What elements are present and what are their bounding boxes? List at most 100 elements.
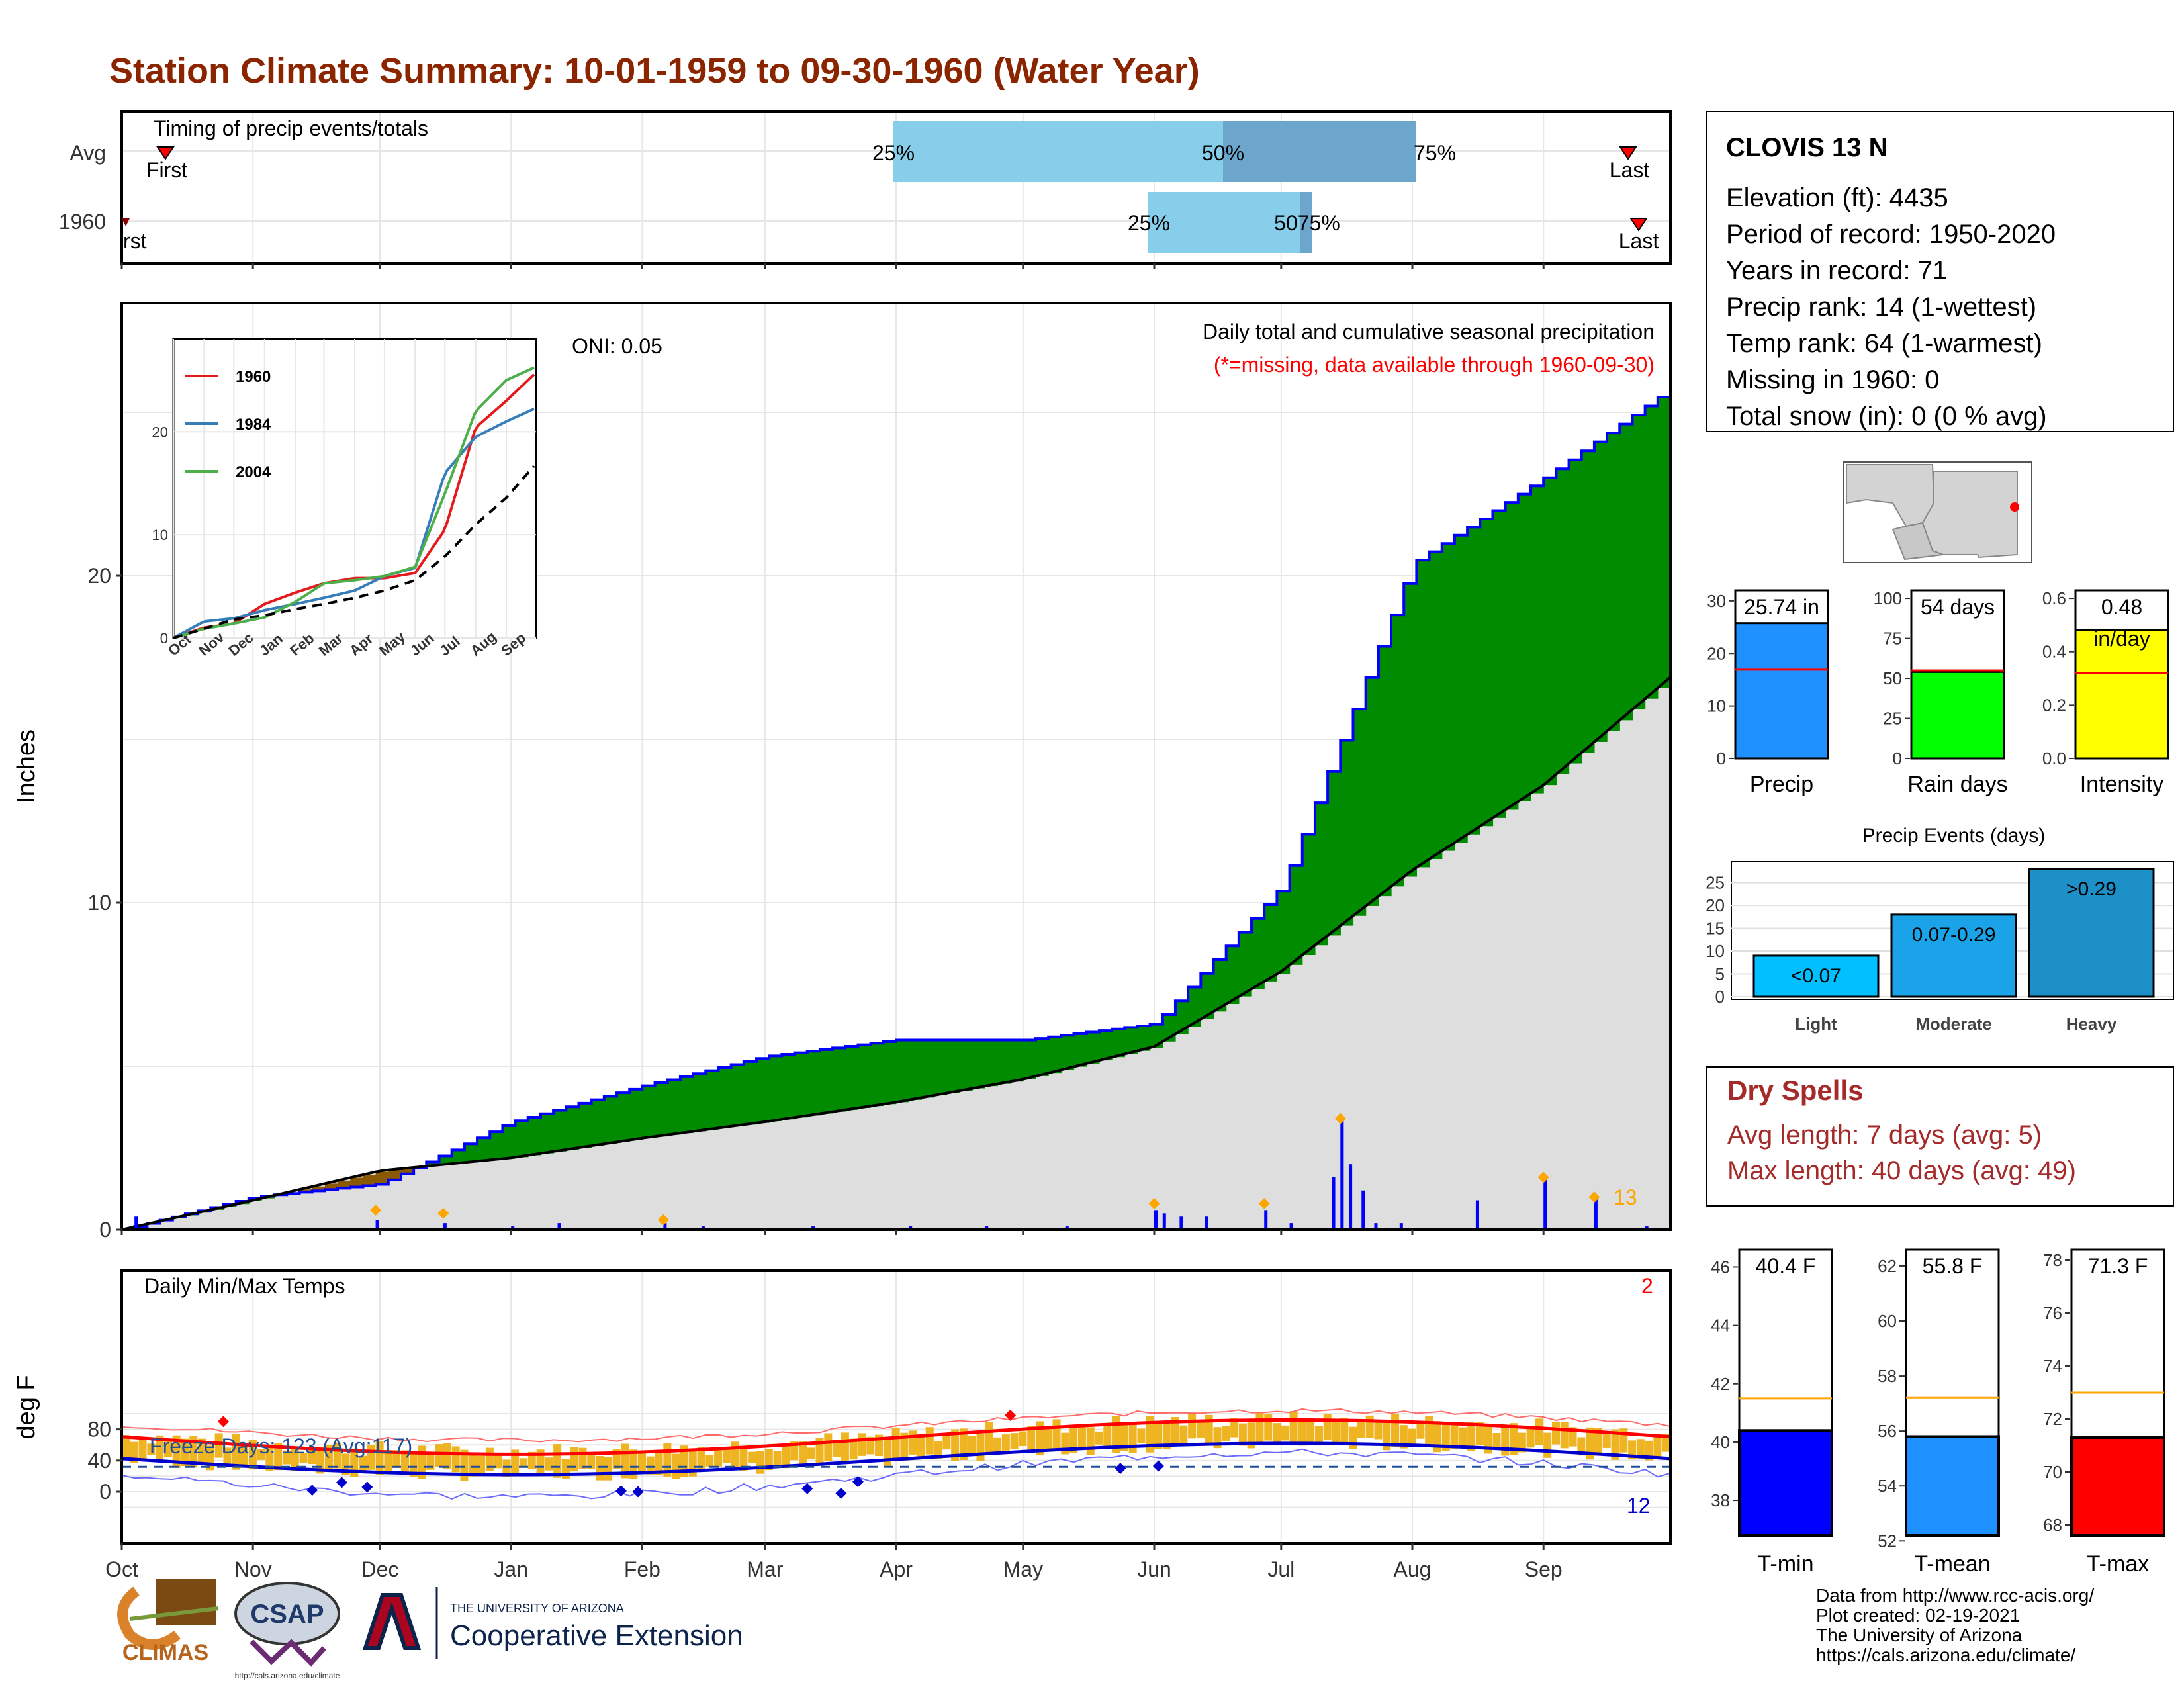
temp-gauge-tick-label: 70 [2043, 1462, 2062, 1482]
daily-temp-bar [884, 1438, 891, 1466]
gauge-tick-label: 25 [1883, 709, 1902, 729]
temp-gauge-tick-label: 62 [1878, 1256, 1897, 1276]
temp-gauge-tick-label: 56 [1878, 1421, 1897, 1441]
daily-temp-bar [968, 1436, 976, 1455]
departure-segment [376, 1172, 389, 1185]
daily-temp-bar [1357, 1422, 1365, 1438]
dry-title: Dry Spells [1727, 1075, 1863, 1106]
departure-segment [528, 1117, 541, 1156]
departure-segment [1455, 535, 1468, 843]
daily-precip-bar [1361, 1191, 1365, 1230]
departure-segment [1556, 469, 1569, 774]
departure-segment [1658, 397, 1671, 688]
departure-segment [1645, 406, 1659, 699]
daily-precip-bar [1543, 1177, 1547, 1230]
month-label: Apr [880, 1557, 913, 1581]
daily-temp-bar [1053, 1419, 1061, 1449]
daily-temp-bar [1332, 1419, 1340, 1443]
timing-first-avg-marker [158, 147, 173, 159]
temp-gauge-label: T-min [1758, 1551, 1814, 1577]
station-info-line: Precip rank: 14 (1-wettest) [1726, 293, 2036, 322]
station-info-line: Period of record: 1950-2020 [1726, 220, 2056, 249]
daily-temp-bar [1044, 1429, 1052, 1451]
gauge-value-unit: in/day [2093, 627, 2150, 651]
departure-segment [1239, 932, 1252, 996]
temp-gauge-tick-label: 46 [1711, 1257, 1730, 1277]
departure-segment [1264, 905, 1277, 982]
departure-segment [921, 1040, 934, 1097]
dry-max-length: Max length: 40 days (avg: 49) [1727, 1156, 2076, 1185]
daily-temp-bar [1011, 1433, 1019, 1449]
departure-segment [947, 1040, 960, 1093]
departure-segment [1569, 460, 1582, 764]
station-name: CLOVIS 13 N [1726, 133, 1888, 162]
gauge-value-bar [1911, 672, 2004, 758]
daily-temp-bar [1366, 1416, 1374, 1438]
events-category-label: Heavy [2066, 1014, 2117, 1034]
month-label: Jun [1137, 1557, 1171, 1581]
temp-gauge-tick-label: 42 [1711, 1374, 1730, 1394]
temp-gauge-tick-label: 38 [1711, 1490, 1730, 1510]
station-info-line: Missing in 1960: 0 [1726, 365, 1939, 394]
timing-label: Timing of precip events/totals [154, 116, 428, 140]
departure-segment [1112, 1029, 1125, 1058]
events-ytick-label: 25 [1706, 873, 1725, 893]
departure-segment [1416, 560, 1430, 867]
daily-temp-bar [1188, 1414, 1196, 1438]
temp-label: Daily Min/Max Temps [144, 1274, 345, 1298]
daily-temp-bar [807, 1447, 815, 1459]
freeze-days-label: Freeze Days: 123 (Avg:117) [150, 1434, 412, 1458]
daily-temp-bar [1374, 1421, 1382, 1440]
daily-temp-bar [1087, 1427, 1095, 1455]
locator-map [1844, 462, 2032, 563]
daily-temp-bar [1459, 1427, 1467, 1446]
daily-temp-bar [452, 1446, 460, 1472]
station-info-line: Elevation (ft): 4435 [1726, 183, 1948, 212]
timing-avg-75: 75% [1414, 141, 1456, 165]
departure-segment [845, 1046, 858, 1110]
temp-ytick-label: 40 [87, 1449, 111, 1473]
dry-spells: Dry Spells Avg length: 7 days (avg: 5) M… [1706, 1067, 2173, 1206]
station-info-line: Total snow (in): 0 (0 % avg) [1726, 402, 2047, 431]
events-ytick-label: 5 [1715, 964, 1725, 984]
csap-logo: CSAP http://cals.arizona.edu/climate [235, 1583, 340, 1680]
departure-segment [884, 1042, 897, 1104]
departure-segment [1430, 552, 1443, 859]
departure-segment [516, 1120, 529, 1157]
map-state [1923, 471, 2017, 557]
temp-gauge-tick-label: 76 [2043, 1303, 2062, 1323]
daily-temp-bar [756, 1451, 764, 1474]
precip-ytick-label: 10 [87, 891, 111, 915]
departure-segment [553, 1110, 567, 1151]
departure-segment [1099, 1030, 1113, 1060]
ua-logo: THE UNIVERSITY OF ARIZONA Cooperative Ex… [365, 1587, 743, 1659]
departure-segment [1531, 486, 1544, 793]
daily-temp-bar [985, 1422, 993, 1454]
daily-temp-bar [1255, 1412, 1263, 1442]
temp-gauge-tick-label: 74 [2043, 1356, 2062, 1376]
gauge-tick-label: 20 [1707, 643, 1726, 663]
daily-temp-bar [1501, 1426, 1509, 1456]
temp-gauge-label: T-mean [1914, 1551, 1990, 1577]
daily-temp-bar [1306, 1418, 1314, 1443]
gauge-tick-label: 0 [1893, 749, 1902, 768]
departure-segment [693, 1074, 706, 1131]
daily-temp-bar [1527, 1427, 1535, 1447]
departure-segment [1340, 740, 1353, 925]
departure-segment [1277, 891, 1290, 974]
record-low-marker [852, 1476, 864, 1487]
timing-row-avg: Avg [69, 141, 106, 165]
precip-y-title: Inches [13, 729, 40, 803]
temp-gauge-value-label: 71.3 F [2088, 1254, 2148, 1278]
temp-gauge-value-bar [2071, 1438, 2164, 1535]
daily-temp-bar [570, 1447, 578, 1472]
month-label: May [1003, 1557, 1043, 1581]
daily-temp-bar [638, 1453, 646, 1473]
departure-segment [1607, 433, 1620, 731]
ua-bottom-text: Cooperative Extension [450, 1620, 743, 1652]
departure-segment [1353, 709, 1366, 916]
temp-ytick-label: 0 [99, 1480, 111, 1504]
daily-temp-bar [1416, 1424, 1424, 1438]
